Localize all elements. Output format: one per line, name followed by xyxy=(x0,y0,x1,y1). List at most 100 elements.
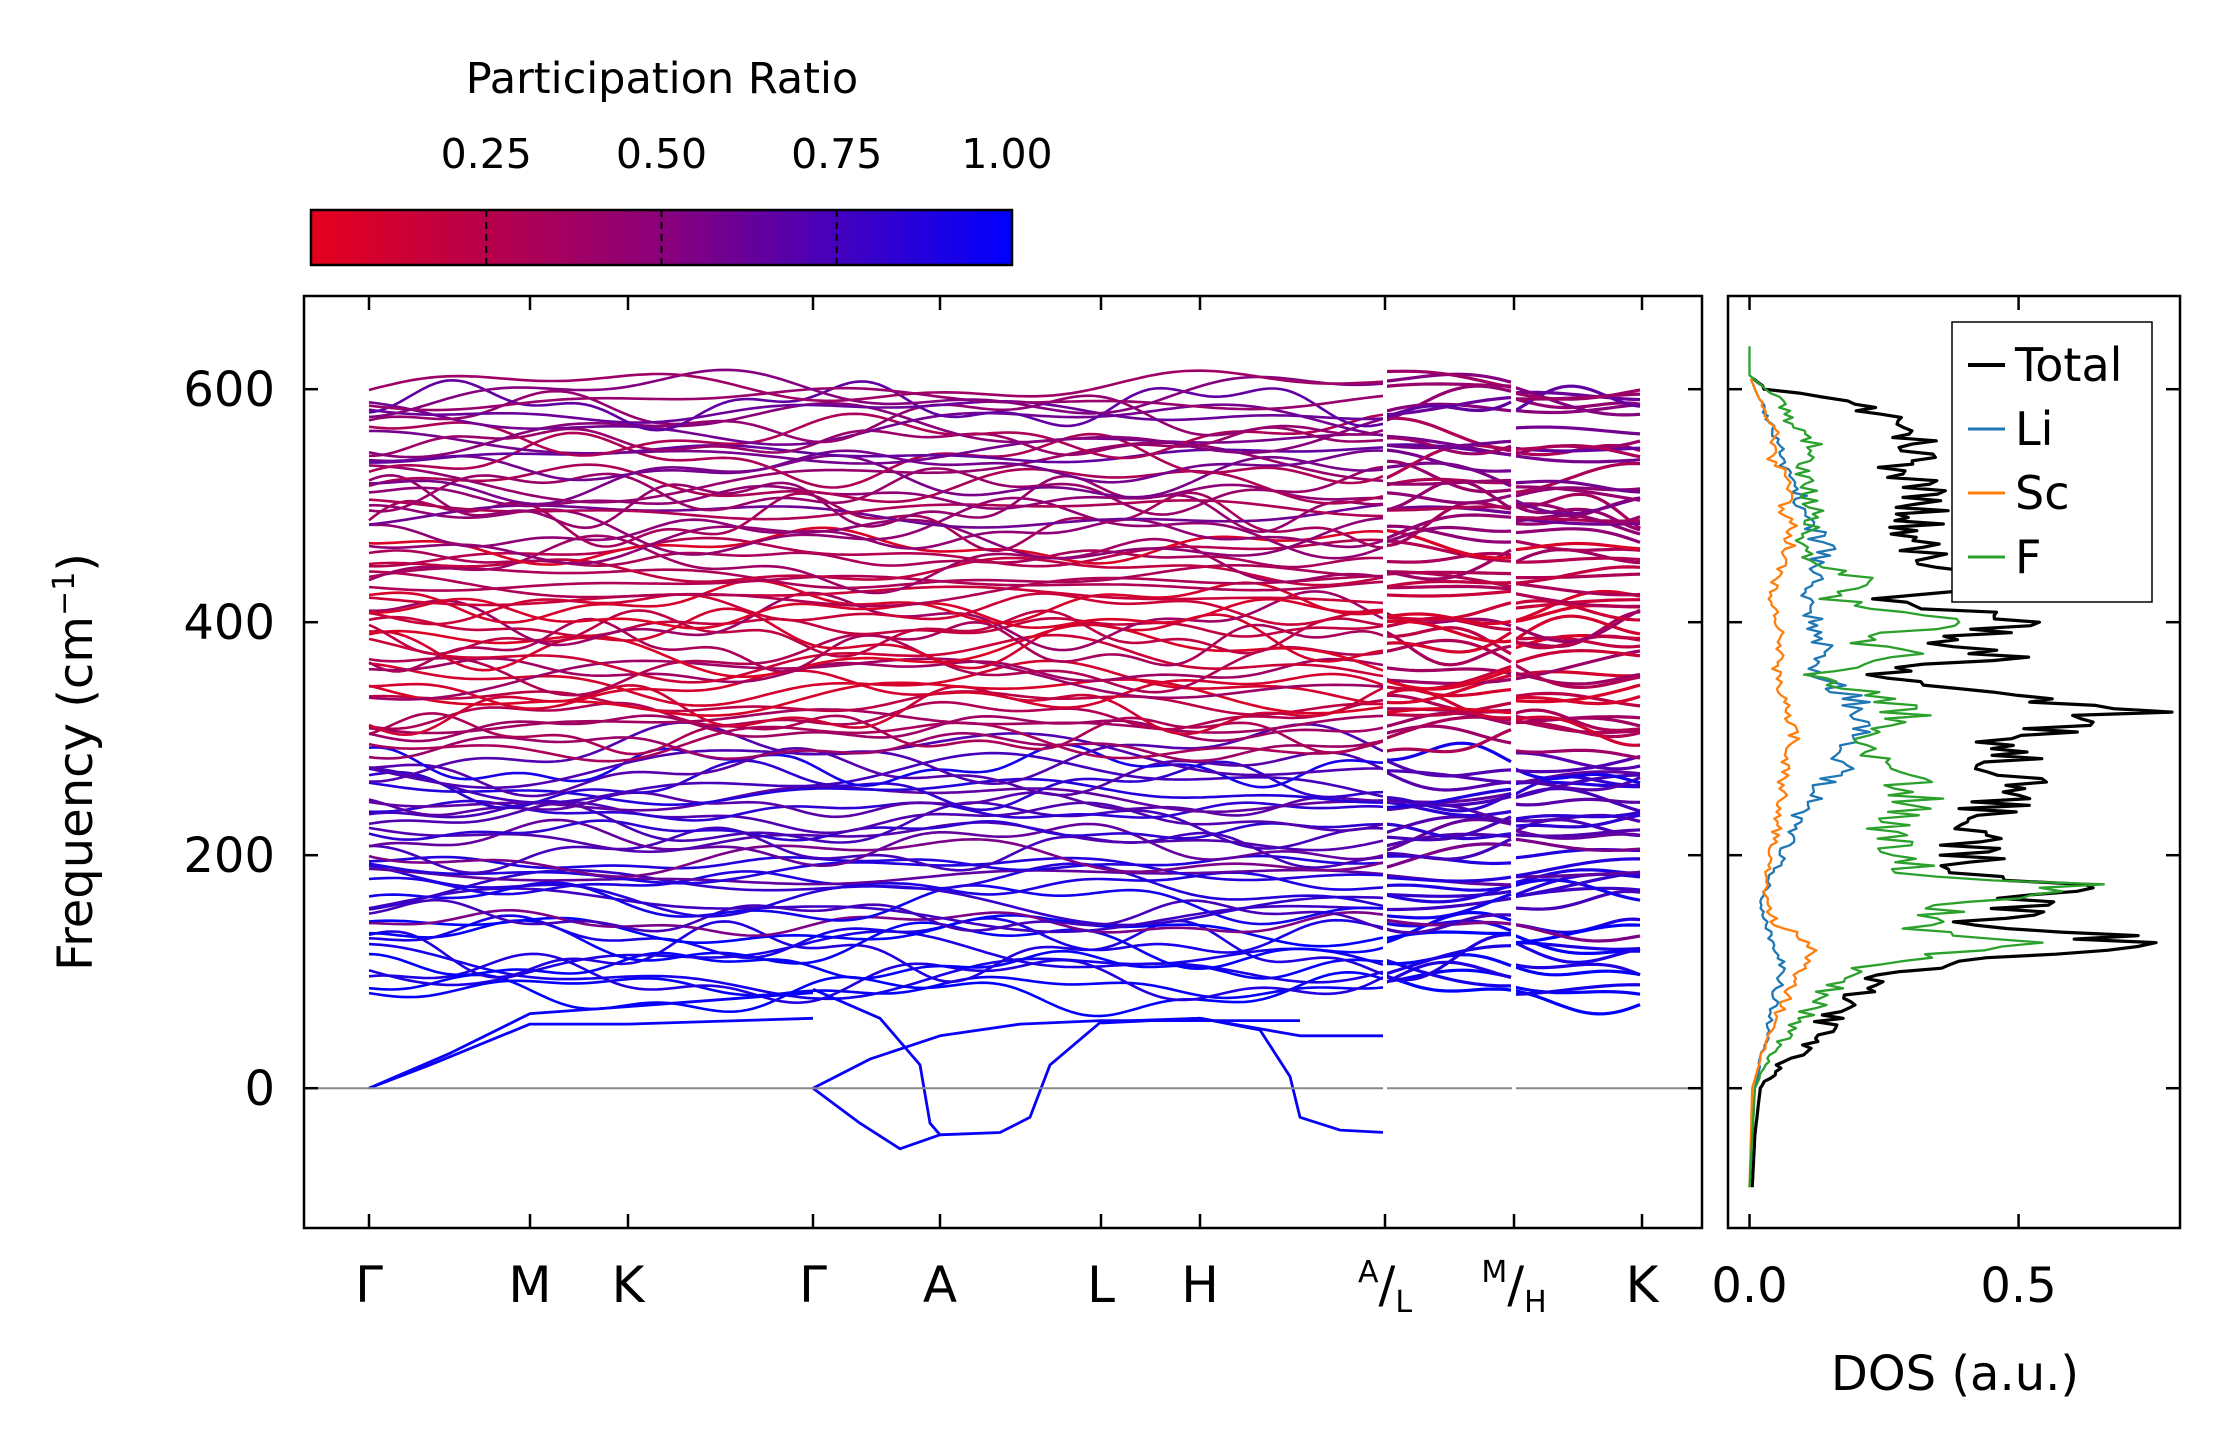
band-line xyxy=(368,483,1384,510)
band-line xyxy=(1385,436,1512,456)
band-line xyxy=(1384,770,1512,792)
dos-axes: 0.0 0.5 xyxy=(1711,296,2180,1314)
dos-axis-label: DOS (a.u.) xyxy=(1831,1346,2079,1402)
high-symmetry-label: H xyxy=(1181,1256,1219,1314)
band-line xyxy=(1384,500,1512,548)
band-line xyxy=(368,564,1384,590)
band-line xyxy=(1384,524,1512,544)
band-line xyxy=(368,914,1384,948)
band-line xyxy=(1513,385,1641,417)
acoustic-branch xyxy=(812,987,942,1136)
band-line xyxy=(1513,748,1641,760)
band-x-axis: Γ M K Γ A L H A/LM/H K xyxy=(355,296,1660,1320)
band-line xyxy=(1384,513,1512,541)
band-line xyxy=(368,496,1384,560)
legend-label: Sc xyxy=(2015,466,2070,520)
high-symmetry-label: K xyxy=(612,1256,646,1314)
band-line xyxy=(1514,443,1641,459)
label-sup: M xyxy=(1481,1255,1507,1290)
band-line xyxy=(1384,548,1512,581)
band-line xyxy=(368,898,1384,933)
band-line xyxy=(1513,989,1641,1016)
dos-x-tick-label: 0.0 xyxy=(1711,1258,1787,1314)
band-line xyxy=(368,549,1384,569)
band-line xyxy=(1513,837,1641,852)
band-line xyxy=(1513,390,1641,402)
band-line xyxy=(1513,983,1641,996)
band-line xyxy=(1384,728,1512,754)
band-line xyxy=(368,708,1384,735)
band-line xyxy=(1513,683,1641,704)
band-line xyxy=(1384,612,1512,626)
band-line xyxy=(1513,813,1641,829)
band-line xyxy=(1384,883,1512,904)
band-line xyxy=(1384,973,1512,993)
band-line xyxy=(1384,668,1512,691)
band-line xyxy=(368,799,1384,822)
band-line xyxy=(368,449,1384,484)
band-plot-frame xyxy=(302,294,1704,1230)
band-line xyxy=(1513,662,1641,690)
band-line xyxy=(1513,962,1641,977)
label-slash: / xyxy=(1378,1256,1395,1314)
band-line xyxy=(1384,677,1512,685)
legend-box xyxy=(1951,321,2153,603)
dos-plot-frame xyxy=(1726,294,2182,1230)
band-line xyxy=(368,914,1384,960)
band-line xyxy=(1513,402,1641,415)
band-line xyxy=(368,585,1384,607)
band-line xyxy=(1513,940,1641,964)
high-symmetry-label: K xyxy=(1626,1256,1660,1314)
band-line xyxy=(1384,837,1512,861)
colorbar-ticks: 0.25 0.50 0.75 1.00 xyxy=(441,130,1053,265)
band-line xyxy=(1514,776,1641,792)
band-line xyxy=(1384,815,1512,835)
ylabel-main: Frequency (cm xyxy=(48,616,104,971)
band-line xyxy=(1513,556,1641,564)
band-line xyxy=(368,714,1384,743)
band-line xyxy=(368,970,1384,1018)
band-line xyxy=(1513,715,1641,747)
band-line xyxy=(1384,892,1512,920)
band-line xyxy=(368,426,1384,458)
band-line xyxy=(368,633,1384,684)
band-line xyxy=(1384,933,1512,982)
band-line xyxy=(1384,930,1512,941)
band-line xyxy=(1514,485,1641,502)
dos-series-total xyxy=(1750,377,2174,1188)
band-line xyxy=(368,699,1384,731)
band-line xyxy=(368,516,1384,565)
band-line xyxy=(368,615,1384,638)
colorbar-tick-label: 0.25 xyxy=(441,130,532,178)
dos-panel: 0.0 0.5 DOS (a.u.) Total Li Sc F xyxy=(1711,294,2182,1402)
legend-items: Total Li Sc F xyxy=(1968,338,2122,584)
band-line xyxy=(368,751,1384,804)
band-line xyxy=(368,378,1384,432)
band-line xyxy=(1513,766,1641,785)
colorbar: Participation Ratio 0.25 0.50 0.75 1.00 xyxy=(309,54,1053,267)
band-line xyxy=(368,690,1384,716)
ylabel-end: ) xyxy=(48,553,104,572)
band-line xyxy=(1513,754,1641,774)
band-line xyxy=(368,801,1384,835)
band-line xyxy=(368,431,1384,489)
band-line xyxy=(1384,944,1512,976)
band-line xyxy=(368,590,1384,652)
band-line xyxy=(1384,539,1512,563)
band-line xyxy=(1384,630,1512,654)
dos-curves xyxy=(1748,346,2174,1188)
band-line xyxy=(368,952,1384,1005)
band-line xyxy=(1384,525,1512,544)
acoustic-branch xyxy=(812,1016,1201,1151)
dos-x-tick-label: 0.5 xyxy=(1980,1258,2056,1314)
band-line xyxy=(368,818,1384,867)
band-line xyxy=(368,389,1384,444)
legend-label: Li xyxy=(2015,402,2053,456)
high-symmetry-label: Γ xyxy=(355,1256,383,1314)
band-line xyxy=(368,731,1384,763)
band-line xyxy=(368,684,1384,737)
band-line xyxy=(1513,648,1641,665)
band-line xyxy=(1513,671,1641,686)
band-line xyxy=(1384,400,1512,419)
band-line xyxy=(1513,496,1641,516)
